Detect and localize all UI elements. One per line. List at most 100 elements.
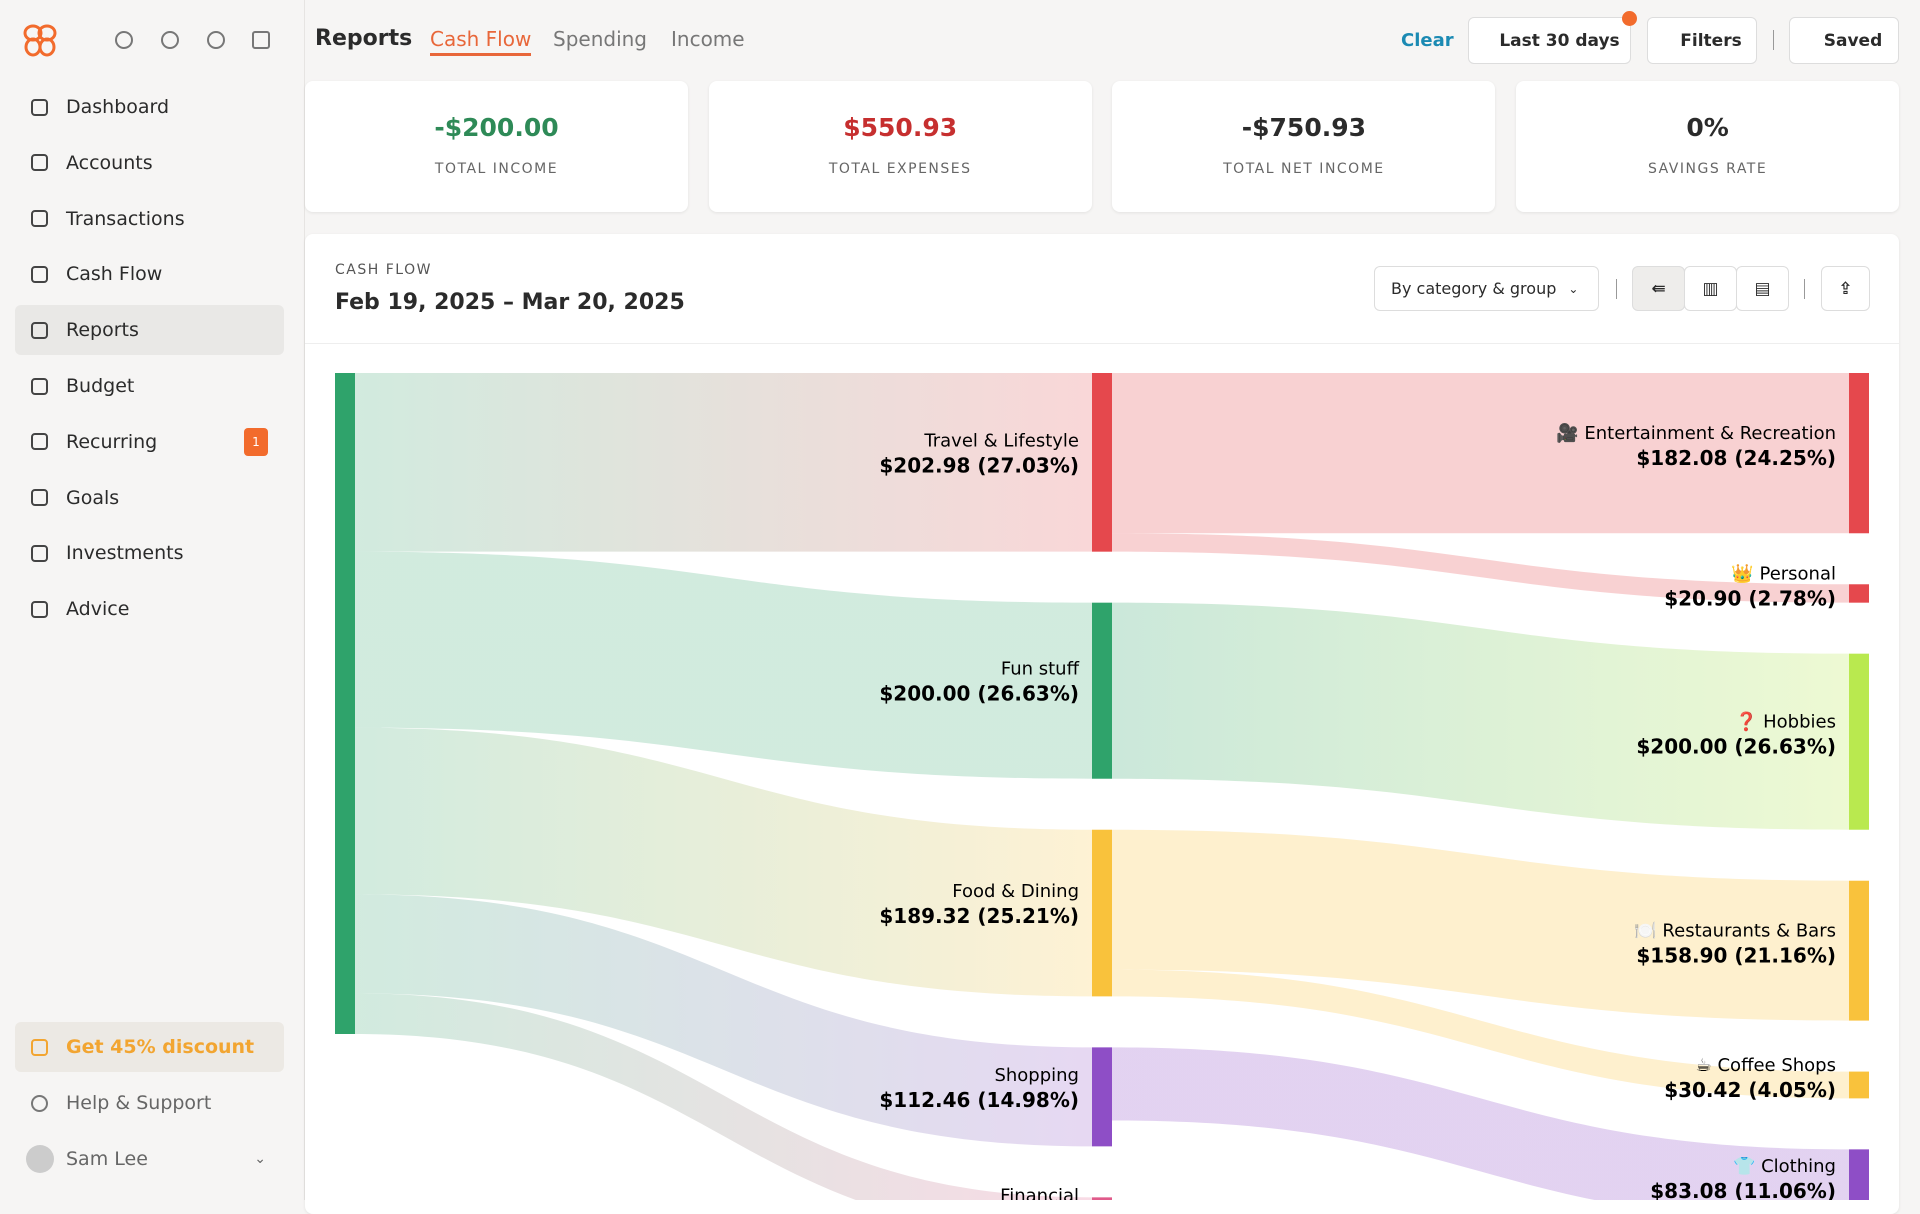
nav-item[interactable]: Dashboard xyxy=(15,82,284,132)
nav-label: Investments xyxy=(66,542,184,565)
node-name: Shopping xyxy=(994,1065,1079,1086)
sankey-node xyxy=(1092,829,1112,997)
node-value: $83.08 (11.06%) xyxy=(1650,1179,1836,1200)
filters-text: Filters xyxy=(1680,30,1742,51)
notification-dot xyxy=(1622,11,1637,26)
view-sankey-button[interactable]: ⇚ xyxy=(1632,266,1685,311)
sankey-node xyxy=(1092,373,1112,552)
nav-label: Dashboard xyxy=(66,96,170,118)
nav-icon xyxy=(31,600,48,618)
summary-card: 0% SAVINGS RATE xyxy=(1516,81,1900,212)
nav-icon xyxy=(31,377,48,395)
sankey-link xyxy=(1112,533,1849,603)
nav-label: Cash Flow xyxy=(66,263,163,286)
nav-item[interactable]: Accounts xyxy=(15,138,284,188)
node-name: Fun stuff xyxy=(1001,659,1080,680)
nav-icon xyxy=(31,321,48,339)
node-name: 👕 Clothing xyxy=(1733,1156,1836,1177)
card-label: TOTAL EXPENSES xyxy=(828,161,972,177)
nav-item[interactable]: Investments xyxy=(15,528,284,578)
node-value: $202.98 (27.03%) xyxy=(879,453,1079,477)
chart-subtitle: Feb 19, 2025 – Mar 20, 2025 xyxy=(335,290,685,315)
sankey-node xyxy=(1849,1071,1869,1099)
date-range-button[interactable]: Last 30 days xyxy=(1468,17,1631,64)
summary-card: -$200.00 TOTAL INCOME xyxy=(305,81,688,212)
promo-button[interactable]: Get 45% discount xyxy=(15,1022,284,1072)
help-text: Help & Support xyxy=(66,1092,212,1114)
sankey-node xyxy=(1092,1197,1112,1200)
toolbar-icon[interactable] xyxy=(161,31,179,49)
sankey-link xyxy=(355,727,1092,997)
nav-icon xyxy=(31,98,48,116)
sankey-node xyxy=(1092,602,1112,779)
nav-item[interactable]: Reports xyxy=(15,305,284,356)
nav-icon xyxy=(31,544,48,562)
sankey-link xyxy=(1112,1047,1849,1200)
tab[interactable]: Spending xyxy=(553,27,647,51)
node-name: 🎥 Entertainment & Recreation xyxy=(1556,422,1836,444)
saved-button[interactable]: Saved xyxy=(1789,17,1899,64)
divider xyxy=(305,343,1899,344)
card-label: TOTAL INCOME xyxy=(434,161,559,177)
sankey-node xyxy=(1092,1047,1112,1147)
sankey-node xyxy=(1849,653,1869,830)
node-value: $20.90 (2.78%) xyxy=(1664,586,1836,610)
nav-item[interactable]: Cash Flow xyxy=(15,249,284,299)
view-stacked-button[interactable]: ▤ xyxy=(1736,266,1789,311)
nav-badge: 1 xyxy=(244,427,268,456)
promo-text: Get 45% discount xyxy=(66,1036,255,1058)
node-value: $200.00 (26.63%) xyxy=(879,682,1079,706)
help-button[interactable]: Help & Support xyxy=(15,1078,284,1128)
nav-label: Recurring xyxy=(66,430,158,453)
grouping-dropdown[interactable]: By category & group ⌄ xyxy=(1374,266,1599,311)
clear-button[interactable]: Clear xyxy=(1401,30,1454,51)
sankey-node xyxy=(1849,373,1869,534)
chart-title: CASH FLOW xyxy=(335,262,432,278)
nav-item[interactable]: Budget xyxy=(15,361,284,411)
user-name: Sam Lee xyxy=(66,1148,148,1170)
node-name: Food & Dining xyxy=(952,881,1079,902)
separator xyxy=(1773,30,1774,50)
user-menu[interactable]: Sam Lee ⌄ xyxy=(15,1134,284,1184)
date-range-text: Last 30 days xyxy=(1499,30,1620,51)
node-name: ☕ Coffee Shops xyxy=(1696,1055,1836,1076)
sankey-link xyxy=(355,993,1092,1200)
nav-item[interactable]: Goals xyxy=(15,473,284,523)
logo xyxy=(23,24,57,57)
sankey-link xyxy=(355,373,1092,552)
toolbar-icon[interactable] xyxy=(207,31,225,49)
tab[interactable]: Income xyxy=(671,27,745,51)
nav-label: Goals xyxy=(66,486,120,509)
nav-item[interactable]: Transactions xyxy=(15,194,284,244)
card-value: 0% xyxy=(1686,113,1729,142)
nav-item[interactable]: Advice xyxy=(15,584,284,634)
filters-button[interactable]: Filters xyxy=(1647,17,1757,64)
page-title: Reports xyxy=(315,26,413,51)
export-button[interactable]: ⇪ xyxy=(1821,266,1870,311)
sankey-node xyxy=(1849,584,1869,603)
separator xyxy=(1616,279,1617,299)
card-value: $550.93 xyxy=(843,113,958,142)
card-value: -$750.93 xyxy=(1241,113,1367,142)
node-name: Travel & Lifestyle xyxy=(923,430,1079,451)
card-value: -$200.00 xyxy=(434,113,559,142)
tab[interactable]: Cash Flow xyxy=(430,27,532,56)
node-name: 👑 Personal xyxy=(1731,563,1836,584)
nav-label: Transactions xyxy=(66,207,185,230)
separator xyxy=(1804,279,1805,299)
sankey-node xyxy=(1849,880,1869,1021)
view-bar-button[interactable]: ▥ xyxy=(1684,266,1737,311)
sankey-link xyxy=(355,894,1092,1147)
sidebar xyxy=(0,0,305,1200)
node-name: 🍽️ Restaurants & Bars xyxy=(1634,921,1836,942)
nav-icon xyxy=(31,210,48,228)
toolbar-icon[interactable] xyxy=(115,31,133,49)
toolbar-icon[interactable] xyxy=(252,31,270,49)
nav-icon xyxy=(31,265,48,283)
nav-item[interactable]: Recurring 1 xyxy=(15,417,284,467)
node-name: Financial xyxy=(1000,1186,1079,1200)
node-value: $30.42 (4.05%) xyxy=(1664,1078,1836,1102)
sankey-link xyxy=(355,551,1092,779)
summary-card: $550.93 TOTAL EXPENSES xyxy=(708,81,1092,212)
